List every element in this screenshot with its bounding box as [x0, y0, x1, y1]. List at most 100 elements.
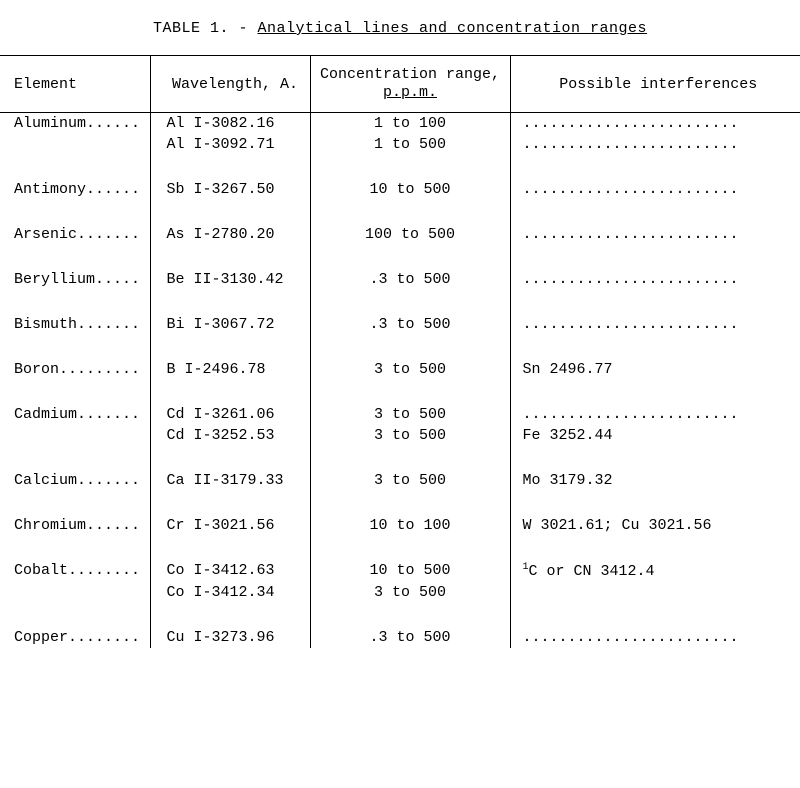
title-main: Analytical lines and concentration range… [257, 20, 647, 37]
cell-element [0, 582, 150, 603]
table-row: Beryllium.....Be II-3130.42.3 to 500....… [0, 269, 800, 290]
spacer-row [0, 155, 800, 179]
spacer-cell [310, 290, 510, 314]
title-prefix: TABLE 1. - [153, 20, 258, 37]
cell-concentration: .3 to 500 [310, 269, 510, 290]
cell-concentration: 3 to 500 [310, 470, 510, 491]
cell-wavelength: Co I-3412.34 [150, 582, 310, 603]
table-body: Aluminum......Al I-3082.161 to 100......… [0, 113, 800, 649]
table-row: Aluminum......Al I-3082.161 to 100......… [0, 113, 800, 135]
interference-text: C or CN 3412.4 [529, 563, 655, 580]
spacer-row [0, 603, 800, 627]
cell-concentration: 10 to 500 [310, 179, 510, 200]
cell-interference: Sn 2496.77 [510, 359, 800, 380]
cell-element: Cadmium....... [0, 404, 150, 425]
spacer-cell [310, 380, 510, 404]
cell-interference: ........................ [510, 179, 800, 200]
cell-interference: ........................ [510, 627, 800, 648]
spacer-cell [310, 200, 510, 224]
spacer-cell [150, 335, 310, 359]
cell-wavelength: As I-2780.20 [150, 224, 310, 245]
table-row: Chromium......Cr I-3021.5610 to 100W 302… [0, 515, 800, 536]
spacer-cell [150, 446, 310, 470]
cell-concentration: 10 to 500 [310, 560, 510, 582]
spacer-cell [510, 536, 800, 560]
cell-element: Copper........ [0, 627, 150, 648]
cell-interference: ........................ [510, 269, 800, 290]
cell-element [0, 425, 150, 446]
spacer-cell [510, 245, 800, 269]
spacer-cell [150, 245, 310, 269]
spacer-cell [150, 536, 310, 560]
spacer-cell [510, 200, 800, 224]
spacer-cell [510, 491, 800, 515]
spacer-cell [0, 446, 150, 470]
spacer-cell [510, 380, 800, 404]
cell-interference: W 3021.61; Cu 3021.56 [510, 515, 800, 536]
cell-wavelength: Be II-3130.42 [150, 269, 310, 290]
table-header-row: Element Wavelength, A. Concentration ran… [0, 56, 800, 113]
spacer-cell [310, 446, 510, 470]
cell-interference: ........................ [510, 314, 800, 335]
cell-element: Chromium...... [0, 515, 150, 536]
spacer-cell [150, 380, 310, 404]
spacer-cell [310, 536, 510, 560]
cell-interference: ........................ [510, 134, 800, 155]
spacer-cell [150, 491, 310, 515]
table-row: Arsenic.......As I-2780.20100 to 500....… [0, 224, 800, 245]
col-header-interferences: Possible interferences [510, 56, 800, 113]
col-header-wavelength: Wavelength, A. [150, 56, 310, 113]
cell-concentration: .3 to 500 [310, 314, 510, 335]
table-row: Copper........Cu I-3273.96.3 to 500.....… [0, 627, 800, 648]
cell-wavelength: Ca II-3179.33 [150, 470, 310, 491]
cell-concentration: 10 to 100 [310, 515, 510, 536]
table-row: Al I-3092.711 to 500....................… [0, 134, 800, 155]
spacer-cell [510, 603, 800, 627]
spacer-cell [310, 335, 510, 359]
cell-element: Beryllium..... [0, 269, 150, 290]
spacer-cell [0, 290, 150, 314]
cell-wavelength: Al I-3092.71 [150, 134, 310, 155]
col-header-element: Element [0, 56, 150, 113]
spacer-cell [310, 603, 510, 627]
cell-element: Bismuth....... [0, 314, 150, 335]
cell-wavelength: Bi I-3067.72 [150, 314, 310, 335]
spacer-row [0, 446, 800, 470]
cell-element: Arsenic....... [0, 224, 150, 245]
table-title: TABLE 1. - Analytical lines and concentr… [0, 20, 800, 37]
cell-wavelength: Sb I-3267.50 [150, 179, 310, 200]
table-row: Cobalt........Co I-3412.6310 to 5001C or… [0, 560, 800, 582]
cell-interference: Mo 3179.32 [510, 470, 800, 491]
spacer-cell [150, 603, 310, 627]
cell-wavelength: Cd I-3261.06 [150, 404, 310, 425]
cell-wavelength: Al I-3082.16 [150, 113, 310, 135]
table-row: Bismuth.......Bi I-3067.72.3 to 500.....… [0, 314, 800, 335]
cell-concentration: 1 to 100 [310, 113, 510, 135]
col-header-concentration: Concentration range, p.p.m. [310, 56, 510, 113]
spacer-cell [0, 380, 150, 404]
cell-wavelength: Cu I-3273.96 [150, 627, 310, 648]
cell-wavelength: B I-2496.78 [150, 359, 310, 380]
cell-element: Calcium....... [0, 470, 150, 491]
spacer-cell [150, 200, 310, 224]
cell-concentration: 3 to 500 [310, 425, 510, 446]
spacer-cell [510, 290, 800, 314]
cell-concentration: .3 to 500 [310, 627, 510, 648]
spacer-row [0, 335, 800, 359]
conc-header-line1: Concentration range, [320, 66, 500, 83]
table-row: Co I-3412.343 to 500 [0, 582, 800, 603]
spacer-cell [0, 335, 150, 359]
conc-header-line2: p.p.m. [383, 84, 437, 101]
cell-interference: Fe 3252.44 [510, 425, 800, 446]
cell-concentration: 3 to 500 [310, 359, 510, 380]
spacer-row [0, 245, 800, 269]
cell-interference: ........................ [510, 224, 800, 245]
spacer-cell [0, 491, 150, 515]
cell-wavelength: Cr I-3021.56 [150, 515, 310, 536]
spacer-cell [0, 245, 150, 269]
cell-interference: ........................ [510, 404, 800, 425]
spacer-row [0, 200, 800, 224]
cell-element: Antimony...... [0, 179, 150, 200]
spacer-cell [150, 155, 310, 179]
spacer-cell [150, 290, 310, 314]
